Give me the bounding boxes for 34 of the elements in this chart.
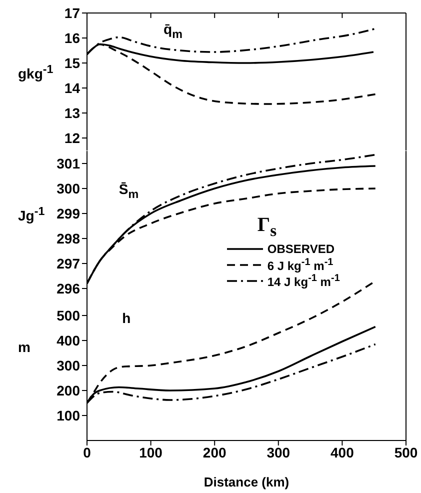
x-tick-label: 0 [83, 444, 92, 460]
x-tick-label: 100 [139, 444, 163, 460]
y-tick-label: 297 [56, 254, 80, 271]
y-tick-label: 16 [64, 30, 80, 46]
legend-title: Γ$_{s}$ [256, 214, 278, 240]
y-axis-title: Jg$^{-1}$ [18, 204, 45, 224]
y-axis-title: m [18, 339, 30, 356]
y-axis-title: gkg$^{-1}$ [18, 62, 54, 82]
y-tick-label: 100 [56, 406, 80, 423]
legend-label: 6 J kg$^{-1}$ m$^{-1}$ [267, 256, 334, 272]
y-tick-label: 13 [64, 104, 80, 121]
y-tick-label: 15 [64, 54, 80, 71]
x-tick-label: 400 [330, 444, 354, 460]
annotation: S̄$_{m}$ [118, 180, 139, 200]
x-tick-label: 300 [266, 444, 290, 460]
x-axis-title: Distance (km) [204, 474, 290, 489]
annotation: h [122, 310, 131, 326]
legend-label: OBSERVED [267, 242, 334, 256]
y-tick-label: 299 [56, 204, 80, 221]
y-tick-label: 12 [64, 130, 80, 146]
y-tick-label: 301 [56, 154, 80, 171]
y-tick-label: 298 [56, 230, 80, 246]
x-tick-label: 500 [394, 444, 418, 460]
y-tick-label: 200 [56, 382, 80, 398]
y-tick-label: 300 [56, 180, 80, 196]
y-tick-label: 17 [64, 4, 80, 21]
y-tick-label: 500 [56, 306, 80, 323]
y-tick-label: 296 [56, 280, 80, 296]
y-tick-label: 300 [56, 356, 80, 373]
annotation: q̄$_{m}$ [164, 21, 182, 42]
y-tick-label: 14 [64, 80, 80, 96]
legend-label: 14 J kg$^{-1}$ m$^{-1}$ [267, 272, 340, 288]
y-tick-label: 400 [56, 332, 80, 348]
x-tick-label: 200 [202, 444, 226, 460]
